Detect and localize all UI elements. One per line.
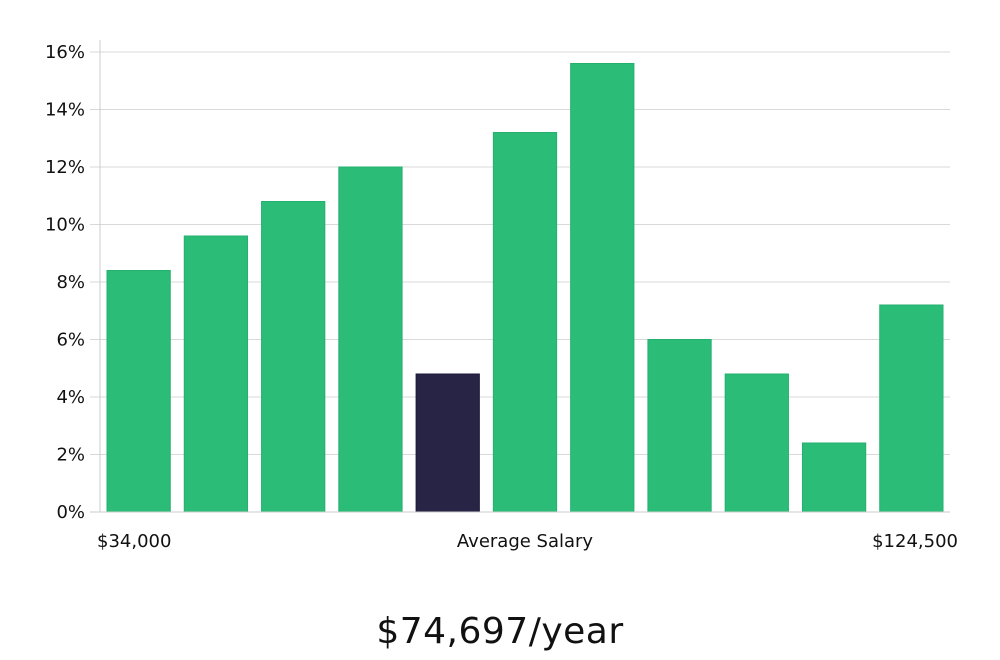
average-salary-value: $74,697/year bbox=[376, 611, 624, 652]
bar bbox=[647, 339, 712, 513]
bar-highlighted bbox=[415, 373, 480, 513]
y-tick-label: 16% bbox=[45, 42, 85, 63]
y-tick-label: 4% bbox=[56, 387, 85, 408]
bar bbox=[492, 132, 558, 513]
axis-lines bbox=[90, 40, 950, 513]
bar bbox=[570, 63, 635, 513]
y-tick-label: 10% bbox=[45, 215, 85, 236]
y-tick-label: 8% bbox=[56, 272, 85, 293]
y-axis-ticks: 0% 2% 4% 6% 8% 10% 12% 14% 16% bbox=[45, 42, 85, 523]
x-axis-labels: $34,000 Average Salary $124,500 bbox=[97, 531, 958, 552]
bar bbox=[879, 304, 944, 513]
bar bbox=[724, 373, 789, 513]
x-label-max: $124,500 bbox=[872, 531, 958, 552]
bar bbox=[801, 442, 867, 513]
y-tick-label: 12% bbox=[45, 157, 85, 178]
bar bbox=[106, 270, 171, 513]
y-tick-label: 0% bbox=[56, 502, 85, 523]
bars bbox=[106, 63, 944, 513]
x-label-min: $34,000 bbox=[97, 531, 171, 552]
x-label-center: Average Salary bbox=[457, 531, 594, 552]
salary-distribution-chart: 0% 2% 4% 6% 8% 10% 12% 14% 16% $34,000 Average S… bbox=[45, 40, 958, 552]
y-tick-label: 6% bbox=[56, 330, 85, 351]
bar bbox=[261, 201, 326, 513]
bar bbox=[338, 166, 403, 513]
y-tick-label: 2% bbox=[56, 445, 85, 466]
y-tick-label: 14% bbox=[45, 100, 85, 121]
bar bbox=[183, 235, 249, 513]
